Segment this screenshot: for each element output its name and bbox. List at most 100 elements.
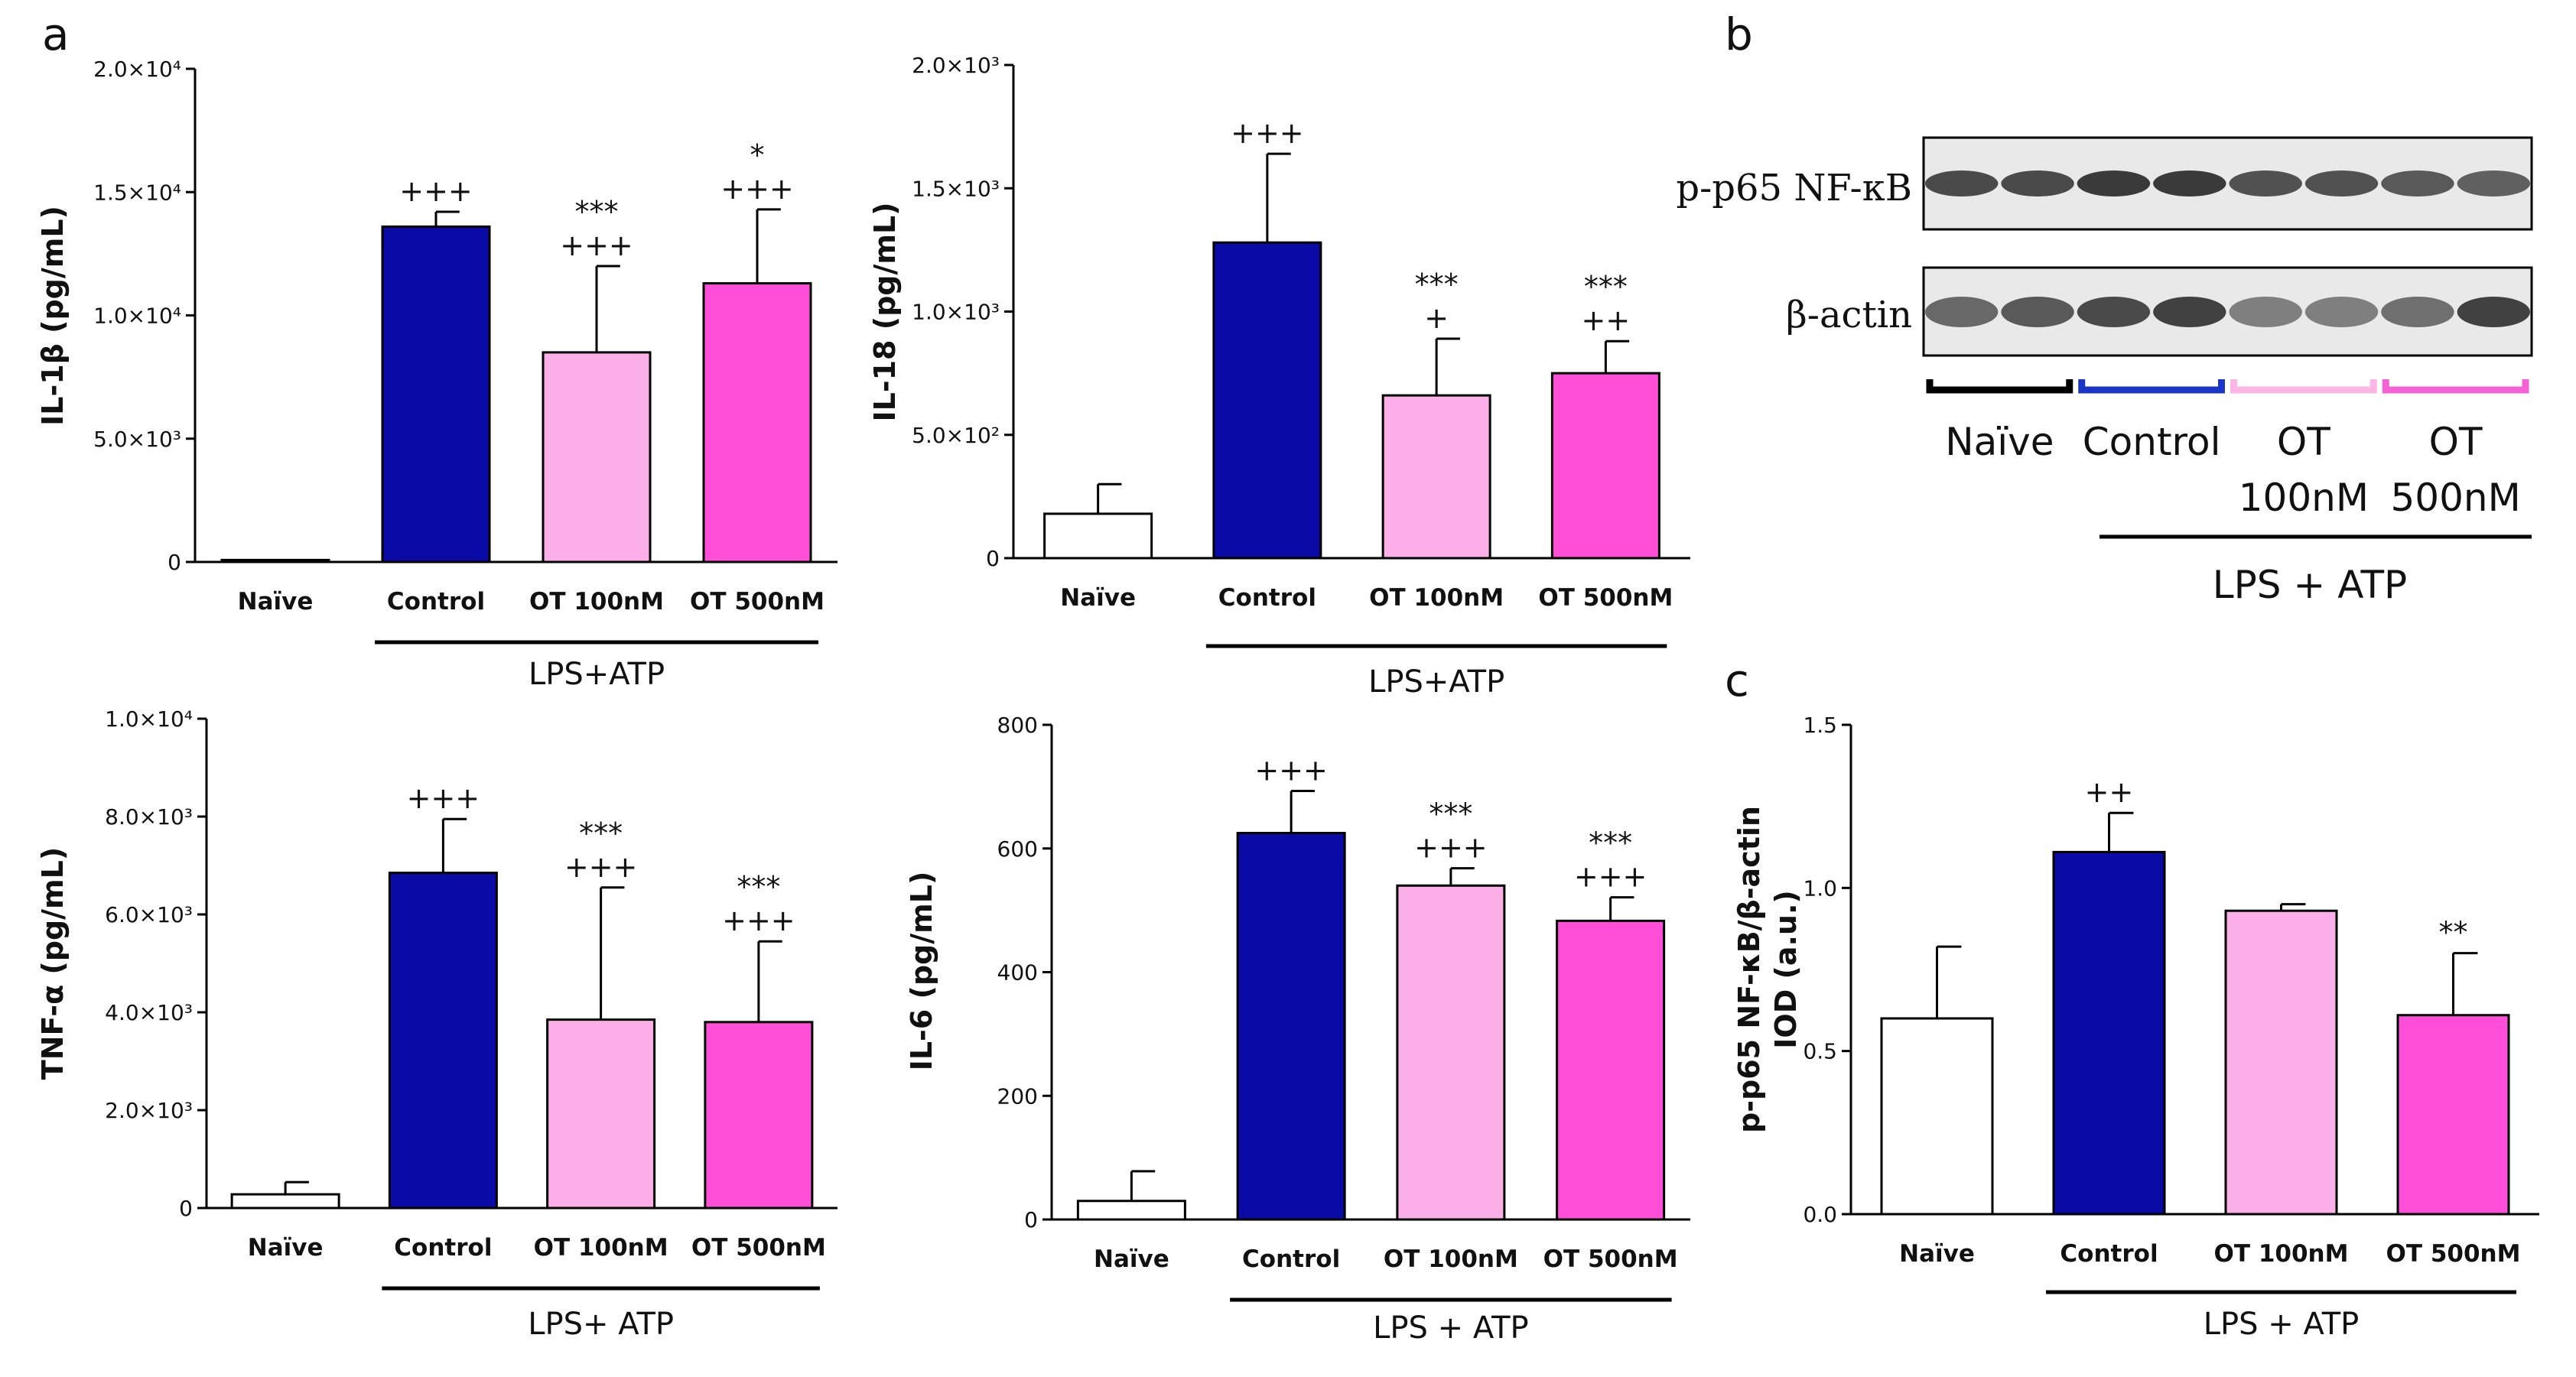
category-label-control: Control (2060, 1240, 2158, 1268)
y-tick-label: 1.5×10⁴ (93, 180, 181, 205)
y-axis-label-2: IOD (a.u.) (1769, 890, 1803, 1049)
y-tick-label: 0 (1024, 1207, 1038, 1232)
significance-mark: *** (1584, 270, 1628, 304)
y-tick-label: 2.0×10³ (912, 53, 1000, 78)
il18-chart: 0 5.0×10² 1.0×10³ 1.5×10³ 2.0×10³ IL-18 (pg/m… (868, 53, 1690, 700)
significance-mark: ** (2439, 916, 2468, 950)
blot-band (1924, 297, 1999, 327)
il1b-chart: 0 5.0×10³ 1.0×10⁴ 1.5×10⁴ 2.0×10⁴ IL-1β (pg/m… (36, 57, 838, 692)
bar-ot100 (1396, 884, 1506, 1221)
y-tick-label: 0 (179, 1196, 193, 1221)
blot-band (2001, 297, 2074, 327)
blot-band (2229, 171, 2302, 196)
significance-mark: ++ (2085, 775, 2134, 809)
bar-naive (220, 558, 330, 563)
significance-mark: + (1424, 301, 1449, 335)
significance-mark: +++ (560, 229, 633, 262)
significance-mark: *** (1415, 268, 1459, 301)
blot-row-label-p65: p-p65 NF-κB (1676, 167, 1912, 209)
y-tick-label: 0 (986, 546, 1000, 571)
blot-band (2153, 297, 2226, 327)
significance-mark: +++ (1254, 754, 1328, 788)
significance-mark: *** (579, 817, 623, 850)
category-label-ot500: OT 500nM (690, 588, 825, 615)
blot-lane-label: Naïve (1945, 420, 2054, 464)
blot-band (2153, 171, 2226, 196)
y-tick-label: 0.0 (1803, 1202, 1837, 1227)
lane-bracket (2230, 379, 2377, 394)
y-tick-label: 5.0×10² (912, 423, 1000, 448)
category-label-ot500: OT 500nM (1538, 584, 1673, 612)
category-label-ot100: OT 100nM (1369, 584, 1504, 612)
significance-mark: +++ (564, 850, 638, 884)
category-label-ot100: OT 100nM (1384, 1245, 1518, 1273)
bar-control (381, 225, 491, 563)
significance-mark: ++ (1582, 304, 1631, 337)
y-tick-label: 8.0×10³ (105, 804, 193, 830)
lane-bracket (2382, 379, 2529, 394)
blot-lane-label: OT (2277, 420, 2330, 464)
bar-naive (1043, 512, 1153, 560)
significance-mark: *** (1429, 797, 1472, 831)
y-tick-label: 6.0×10³ (105, 902, 193, 927)
treatment-group-label: LPS+ATP (1368, 664, 1504, 700)
panel-letter-a: a (42, 8, 70, 60)
lane-bracket (2078, 379, 2225, 394)
bar-ot100 (1381, 394, 1491, 560)
y-tick-label: 0.5 (1803, 1039, 1837, 1064)
category-label-naive: Naïve (1899, 1240, 1975, 1268)
bar-control (2052, 850, 2166, 1216)
significance-mark: +++ (407, 781, 480, 815)
significance-mark: +++ (1574, 860, 1647, 894)
significance-mark: * (750, 138, 765, 172)
category-label-naive: Naïve (1094, 1245, 1169, 1273)
il6-chart: 0 200 400 600 800 IL-6 (pg/mL) Naïve +++ Control… (905, 713, 1690, 1346)
category-label-naive: Naïve (238, 588, 314, 615)
bar-control (1236, 832, 1346, 1221)
bar-ot100 (546, 1018, 656, 1210)
bar-naive (1076, 1200, 1186, 1221)
bar-naive (230, 1193, 340, 1210)
blot-band (2077, 297, 2151, 327)
treatment-group-label: LPS+ATP (529, 657, 665, 692)
y-tick-label: 400 (997, 960, 1038, 986)
category-label-ot100: OT 100nM (534, 1234, 668, 1262)
blot-lane-label: OT (2429, 420, 2483, 464)
nfkb-ratio-chart: 0.0 0.5 1.0 1.5 p-p65 NF-κB/β-actin IOD (a.u.… (1732, 713, 2539, 1342)
significance-mark: +++ (722, 904, 795, 937)
bar-ot100 (542, 351, 652, 563)
blot-band (2457, 297, 2531, 327)
y-tick-label: 1.0×10⁴ (105, 706, 193, 732)
bar-control (1212, 241, 1322, 560)
significance-mark: +++ (399, 174, 473, 208)
category-label-control: Control (387, 588, 485, 615)
bar-ot500 (1550, 372, 1660, 560)
category-label-control: Control (1218, 584, 1316, 612)
lane-bracket (1926, 379, 2073, 394)
significance-mark: *** (575, 195, 619, 229)
category-label-ot500: OT 500nM (691, 1234, 826, 1262)
blot-band (2381, 297, 2454, 327)
y-tick-label: 1.0 (1803, 875, 1837, 901)
y-tick-label: 800 (997, 713, 1038, 738)
y-axis-label: IL-18 (pg/mL) (868, 202, 902, 421)
significance-mark: +++ (720, 172, 794, 206)
significance-mark: +++ (1414, 831, 1488, 865)
y-tick-label: 1.5 (1803, 713, 1837, 738)
y-tick-label: 200 (997, 1083, 1038, 1109)
bar-ot500 (2396, 1014, 2510, 1216)
blot-band (2001, 171, 2074, 196)
category-label-naive: Naïve (248, 1234, 324, 1262)
bar-ot500 (1556, 919, 1666, 1221)
y-tick-label: 4.0×10³ (105, 1000, 193, 1025)
bar-control (388, 872, 498, 1210)
bar-ot500 (704, 1021, 814, 1210)
treatment-group-label: LPS + ATP (2204, 1307, 2360, 1342)
category-label-control: Control (1242, 1245, 1340, 1273)
y-axis-label: p-p65 NF-κB/β-actin (1732, 806, 1766, 1133)
western-blot: p-p65 NF-κB β-actin Naïve Control OT 100nM O… (1676, 136, 2533, 607)
y-axis-label: IL-1β (pg/mL) (36, 206, 70, 426)
y-axis-label: IL-6 (pg/mL) (905, 872, 938, 1071)
y-tick-label: 5.0×10³ (93, 427, 181, 452)
